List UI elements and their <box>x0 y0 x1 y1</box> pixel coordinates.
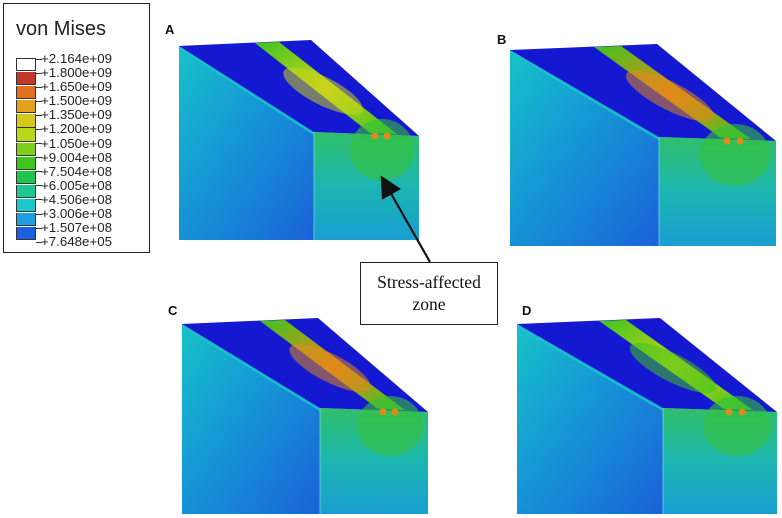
panel-label-b: B <box>497 32 507 47</box>
legend-row: +1.650e+09 <box>16 79 146 100</box>
stress-affected-zone-callout: Stress-affected zone <box>360 262 498 325</box>
legend-swatch <box>16 128 36 142</box>
edge-highlight <box>181 325 321 411</box>
legend-value-label: +1.650e+09 <box>41 79 112 95</box>
edge-highlight <box>509 51 660 140</box>
legend-swatch <box>16 213 36 227</box>
legend-value-label: +1.350e+09 <box>41 107 112 123</box>
fem-panel-d <box>515 316 779 516</box>
legend-tick <box>36 185 42 187</box>
legend-tick <box>36 199 42 201</box>
legend-value-label: +7.504e+08 <box>41 163 112 179</box>
weld-toe-left <box>725 408 733 416</box>
legend-value-label: +4.506e+08 <box>41 191 112 207</box>
legend-tick <box>36 128 42 130</box>
legend-row: +9.004e+08 <box>16 149 146 170</box>
weld-toe-right <box>738 408 746 416</box>
legend-tick <box>36 227 42 229</box>
legend-tick <box>36 72 42 74</box>
legend-tick <box>36 143 42 145</box>
panel-label-c: C <box>168 303 178 318</box>
fem-panel-b <box>508 42 778 248</box>
legend-tick <box>36 58 42 60</box>
legend-tick <box>36 114 42 116</box>
weld-hot-zone <box>629 342 717 394</box>
legend-value-label: +9.004e+08 <box>41 149 112 165</box>
legend-value-label: +2.164e+09 <box>41 51 112 66</box>
legend-value-label: +1.200e+09 <box>41 121 112 137</box>
legend-row: +1.500e+09 <box>16 93 146 114</box>
panel-label-a: A <box>165 22 175 37</box>
legend-row: +1.800e+09 <box>16 65 146 86</box>
legend-row: +7.648e+05 <box>16 234 146 250</box>
legend-scale: +2.164e+09 +1.800e+09 +1.650e+09 +1.500e+09… <box>16 51 146 250</box>
legend-tick <box>36 213 42 215</box>
fem-panel-c <box>180 316 430 516</box>
weld-toe-right <box>736 137 744 145</box>
legend-tick <box>36 100 42 102</box>
left-face <box>510 50 659 246</box>
fem-block-b <box>509 44 776 246</box>
legend-value-label: +3.006e+08 <box>41 206 112 222</box>
weld-toe-right <box>391 408 399 416</box>
callout-line-1: Stress-affected <box>377 272 481 292</box>
legend-swatch <box>16 198 36 213</box>
legend-tick <box>36 171 42 173</box>
left-face <box>182 324 320 514</box>
left-face <box>179 46 314 240</box>
legend-swatch <box>16 184 36 199</box>
legend-title: von Mises <box>16 18 107 40</box>
legend-swatch <box>16 86 36 100</box>
fem-block-d <box>516 318 777 514</box>
legend-swatch <box>16 170 36 184</box>
left-face <box>517 324 663 514</box>
contour-legend: von Mises +2.164e+09 +1.800e+09 +1.650e+09… <box>3 3 150 253</box>
legend-value-label: +7.648e+05 <box>41 234 112 250</box>
legend-value-label: +1.800e+09 <box>41 65 112 81</box>
edge-highlight <box>178 47 315 135</box>
weld-toe-left <box>723 137 731 145</box>
weld-hot-zone <box>625 70 715 122</box>
stress-zone <box>700 124 770 186</box>
fem-panel-a <box>177 38 421 242</box>
legend-swatch <box>16 72 36 86</box>
legend-row: +1.200e+09 <box>16 121 146 142</box>
legend-value-label: +6.005e+08 <box>41 177 112 193</box>
weld-toe-left <box>371 132 379 140</box>
edge-highlight <box>516 325 664 411</box>
fem-block-a <box>178 40 419 240</box>
legend-swatch <box>16 100 36 114</box>
legend-row: +1.507e+08 <box>16 220 146 241</box>
legend-row: +7.504e+08 <box>16 163 146 184</box>
stress-zone <box>357 396 423 456</box>
stress-zone <box>703 396 771 456</box>
legend-swatch <box>16 114 36 128</box>
callout-line-2: zone <box>412 294 446 314</box>
legend-row: +2.164e+09 <box>16 51 146 72</box>
panel-label-d: D <box>522 303 532 318</box>
legend-value-label: +1.507e+08 <box>41 220 112 236</box>
weld-toe-left <box>379 408 387 416</box>
legend-swatch <box>16 227 36 241</box>
legend-swatch <box>16 156 36 170</box>
weld-hot-zone <box>289 344 371 392</box>
legend-value-label: +1.500e+09 <box>41 93 112 109</box>
weld-toe-right <box>383 132 391 140</box>
stress-zone <box>350 119 414 181</box>
legend-row: +3.006e+08 <box>16 206 146 227</box>
fem-block-c <box>181 318 428 514</box>
legend-swatch <box>16 142 36 156</box>
legend-tick <box>36 86 42 88</box>
legend-row: +6.005e+08 <box>16 177 146 199</box>
weld-hot-zone <box>283 67 363 115</box>
legend-row: +4.506e+08 <box>16 191 146 213</box>
legend-value-label: +1.050e+09 <box>41 135 112 151</box>
legend-row: +1.350e+09 <box>16 107 146 128</box>
legend-swatch <box>16 58 36 72</box>
legend-tick <box>36 157 42 159</box>
legend-row: +1.050e+09 <box>16 135 146 156</box>
legend-tick <box>36 241 42 243</box>
